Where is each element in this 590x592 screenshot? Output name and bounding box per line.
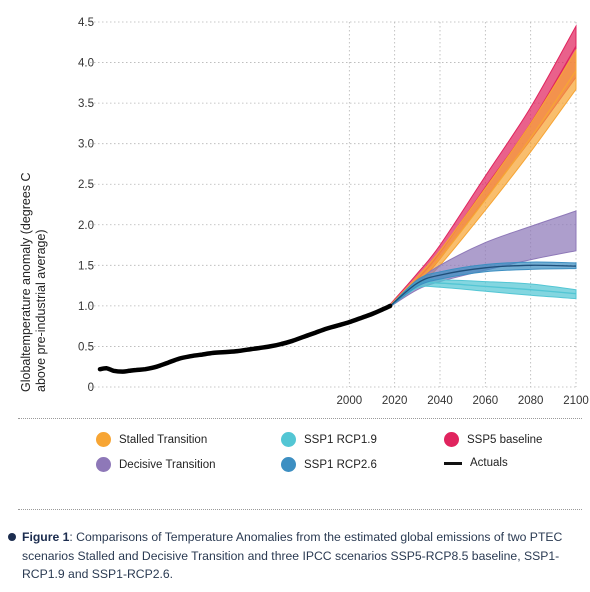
legend-item-stalled-transition: Stalled Transition [96, 432, 207, 447]
y-tick-label: 1.0 [78, 301, 94, 313]
actuals-line [97, 303, 393, 374]
actuals-line-swatch-icon [444, 461, 462, 465]
x-tick-label: 2000 [337, 395, 363, 407]
y-tick-label: 1.5 [78, 260, 94, 272]
gridlines [90, 21, 577, 388]
ssp1-rcp19-swatch-icon [281, 432, 296, 447]
y-tick-label: 2.0 [78, 220, 94, 232]
ssp1-rcp2-6-median-line [389, 264, 577, 307]
temperature-anomaly-chart: 0 0.5 1.0 1.5 2.0 2.5 3.0 3.5 4.0 4.5 2000 2020 2040… [19, 17, 589, 407]
figure-label: Figure 1 [22, 530, 70, 544]
x-tick-label: 2100 [563, 395, 589, 407]
y-tick-label: 3.0 [78, 139, 94, 151]
ssp5-baseline-swatch-icon [444, 432, 459, 447]
legend-label: SSP5 baseline [467, 433, 543, 446]
stalled-transition-swatch-icon [96, 432, 111, 447]
legend-label: SSP1 RCP1.9 [304, 433, 377, 446]
caption-top-divider [18, 509, 582, 510]
legend-item-ssp1-rcp19: SSP1 RCP1.9 [281, 432, 377, 447]
figure-caption: Figure 1: Comparisons of Temperature Ano… [8, 528, 570, 584]
x-tick-label: 2060 [473, 395, 499, 407]
legend-top-divider [18, 418, 582, 419]
bullet-icon [8, 533, 16, 541]
legend-label: Stalled Transition [119, 433, 208, 446]
legend-item-ssp5-baseline: SSP5 baseline [444, 432, 542, 447]
legend: Stalled Transition SSP1 RCP1.9 SSP5 base… [0, 424, 590, 484]
y-tick-label: 2.5 [78, 179, 94, 191]
legend-item-actuals: Actuals [444, 457, 508, 469]
legend-label: SSP1 RCP2.6 [304, 458, 377, 471]
y-tick-label: 0.5 [78, 341, 94, 353]
y-tick-label: 4.5 [78, 17, 94, 29]
scenario-bands [97, 24, 577, 374]
caption-text: : Comparisons of Temperature Anomalies f… [22, 530, 563, 581]
y-tick-label: 3.5 [78, 98, 94, 110]
x-tick-label: 2040 [427, 395, 453, 407]
x-tick-label: 2020 [382, 395, 408, 407]
y-tick-label: 0 [88, 382, 94, 394]
y-axis-label-line2: above pre-industrial average) [34, 229, 48, 392]
y-tick-label: 4.0 [78, 58, 94, 70]
legend-item-decisive-transition: Decisive Transition [96, 457, 216, 472]
x-tick-label: 2080 [518, 395, 544, 407]
axis-ticks: 0 0.5 1.0 1.5 2.0 2.5 3.0 3.5 4.0 4.5 2000 2020 2040… [78, 17, 589, 407]
legend-item-ssp1-rcp26: SSP1 RCP2.6 [281, 457, 377, 472]
ssp1-rcp2-6-band [389, 261, 577, 308]
y-axis-label-line1: Globaltemperature anomaly (degrees C [19, 172, 33, 392]
ssp1-rcp26-swatch-icon [281, 457, 296, 472]
legend-label: Actuals [470, 457, 508, 469]
legend-label: Decisive Transition [119, 458, 216, 471]
decisive-transition-swatch-icon [96, 457, 111, 472]
